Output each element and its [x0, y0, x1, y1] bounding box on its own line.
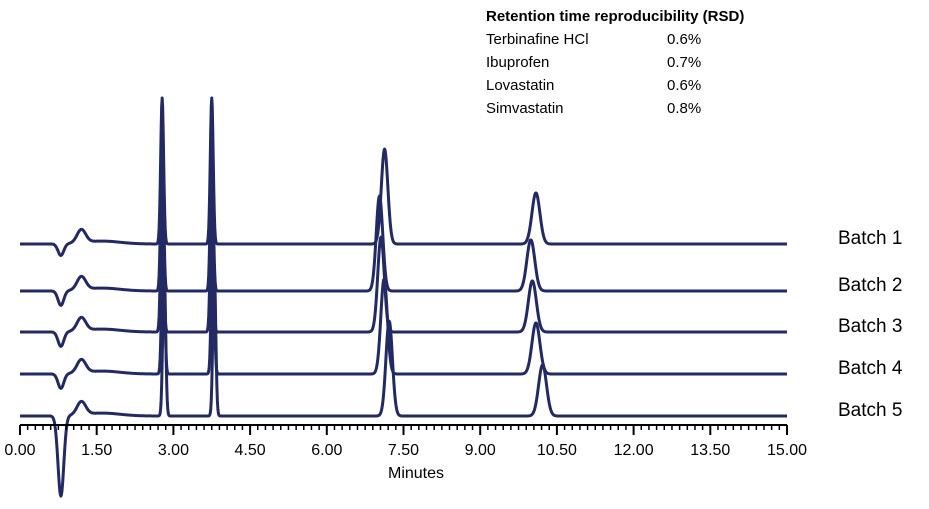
rsd-table-title: Retention time reproducibility (RSD): [486, 8, 745, 25]
rsd-table: Retention time reproducibility (RSD) Ter…: [486, 8, 744, 120]
series-label: Batch 2: [838, 275, 902, 296]
x-tick-label: 7.50: [388, 442, 419, 459]
series-label: Batch 1: [838, 228, 902, 249]
rsd-row: Simvastatin 0.8%: [486, 97, 744, 120]
rsd-value: 0.6%: [667, 77, 702, 94]
batch-labels: Batch 1 Batch 2 Batch 3 Batch 4 Batch 5: [838, 228, 903, 421]
x-tick-label: 10.50: [537, 442, 577, 459]
rsd-row: Lovastatin 0.6%: [486, 74, 744, 97]
x-tick-label: 4.50: [235, 442, 266, 459]
rsd-compound: Ibuprofen: [486, 54, 550, 71]
x-tick-label: 15.00: [767, 442, 807, 459]
x-tick-label: 9.00: [465, 442, 496, 459]
x-tick-label: 3.00: [158, 442, 189, 459]
x-tick-label: 1.50: [81, 442, 112, 459]
series-label: Batch 5: [838, 400, 902, 421]
rsd-row: Ibuprofen 0.7%: [486, 51, 744, 74]
batch-traces: [19, 96, 788, 498]
x-tick-label: 12.00: [614, 442, 654, 459]
rsd-value: 0.8%: [667, 100, 702, 117]
rsd-rows: Terbinafine HCl 0.6% Ibuprofen 0.7% Lovastat…: [486, 28, 744, 120]
rsd-value: 0.6%: [667, 31, 702, 48]
rsd-compound: Terbinafine HCl: [486, 31, 589, 48]
rsd-value: 0.7%: [667, 54, 702, 71]
rsd-compound: Simvastatin: [486, 100, 564, 117]
trace-batch-5: [19, 268, 788, 498]
rsd-compound: Lovastatin: [486, 77, 555, 94]
rsd-row: Terbinafine HCl 0.6%: [486, 28, 744, 51]
series-label: Batch 4: [838, 358, 903, 379]
trace-batch-1: [19, 96, 788, 257]
x-tick-label: 13.50: [690, 442, 730, 459]
x-tick-label: 6.00: [311, 442, 342, 459]
trace-batch-4: [19, 226, 788, 390]
trace-batch-3: [19, 184, 788, 348]
x-axis-title: Minutes: [388, 465, 444, 482]
x-tick-label: 0.00: [4, 442, 35, 459]
x-axis: 0.00 1.50 3.00 4.50 6.00 7.50 9.00 10.50 12.00 13…: [4, 424, 807, 459]
series-label: Batch 3: [838, 316, 902, 337]
trace-batch-2: [19, 143, 788, 307]
